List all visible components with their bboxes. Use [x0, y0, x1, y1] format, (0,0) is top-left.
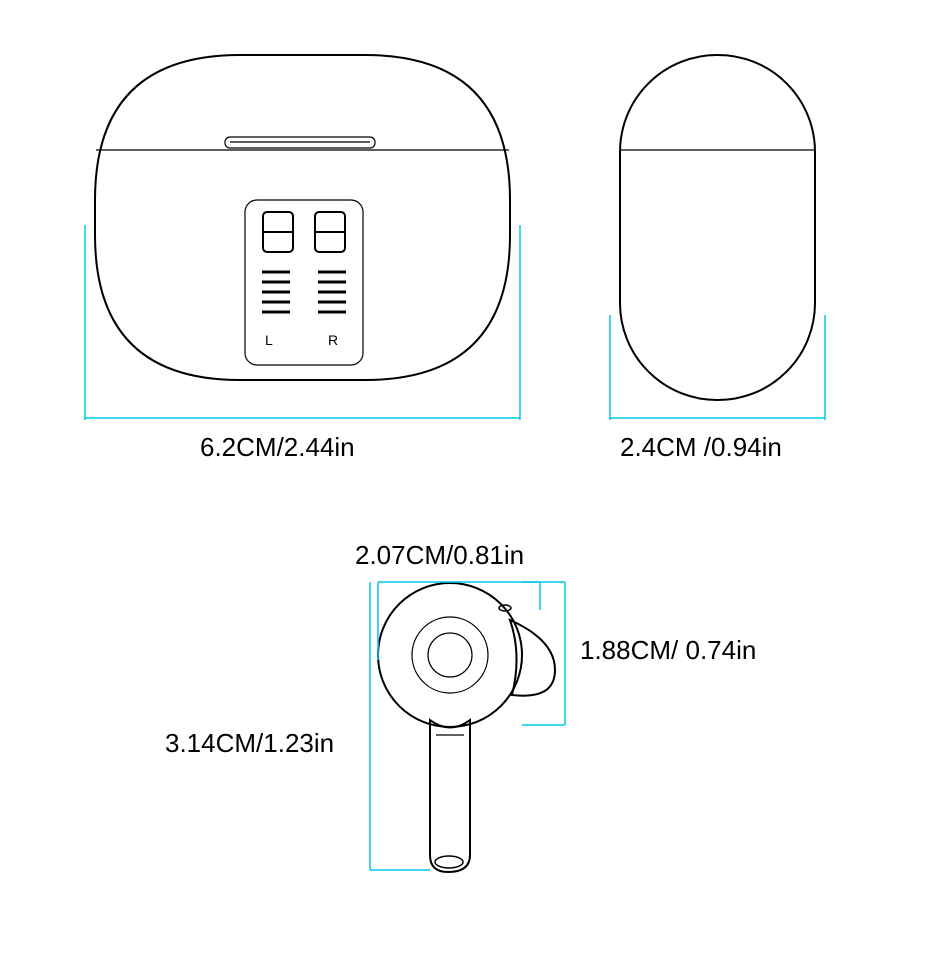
diagram-svg	[0, 0, 950, 950]
earbud-total-height-label: 3.14CM/1.23in	[165, 728, 334, 759]
earbud-width-label: 2.07CM/0.81in	[355, 540, 524, 571]
case-side	[610, 55, 825, 420]
case-front	[85, 55, 520, 420]
earbud-head-height-label: 1.88CM/ 0.74in	[580, 635, 756, 666]
case-side-width-label: 2.4CM /0.94in	[620, 432, 782, 463]
display-r-label: R	[328, 332, 338, 348]
dimension-diagram: L R 6.2CM/2.44in 2.4CM /0.94in 2.07CM/0.…	[0, 0, 950, 950]
display-l-label: L	[265, 332, 273, 348]
case-front-width-label: 6.2CM/2.44in	[200, 432, 355, 463]
earbud	[370, 582, 565, 872]
